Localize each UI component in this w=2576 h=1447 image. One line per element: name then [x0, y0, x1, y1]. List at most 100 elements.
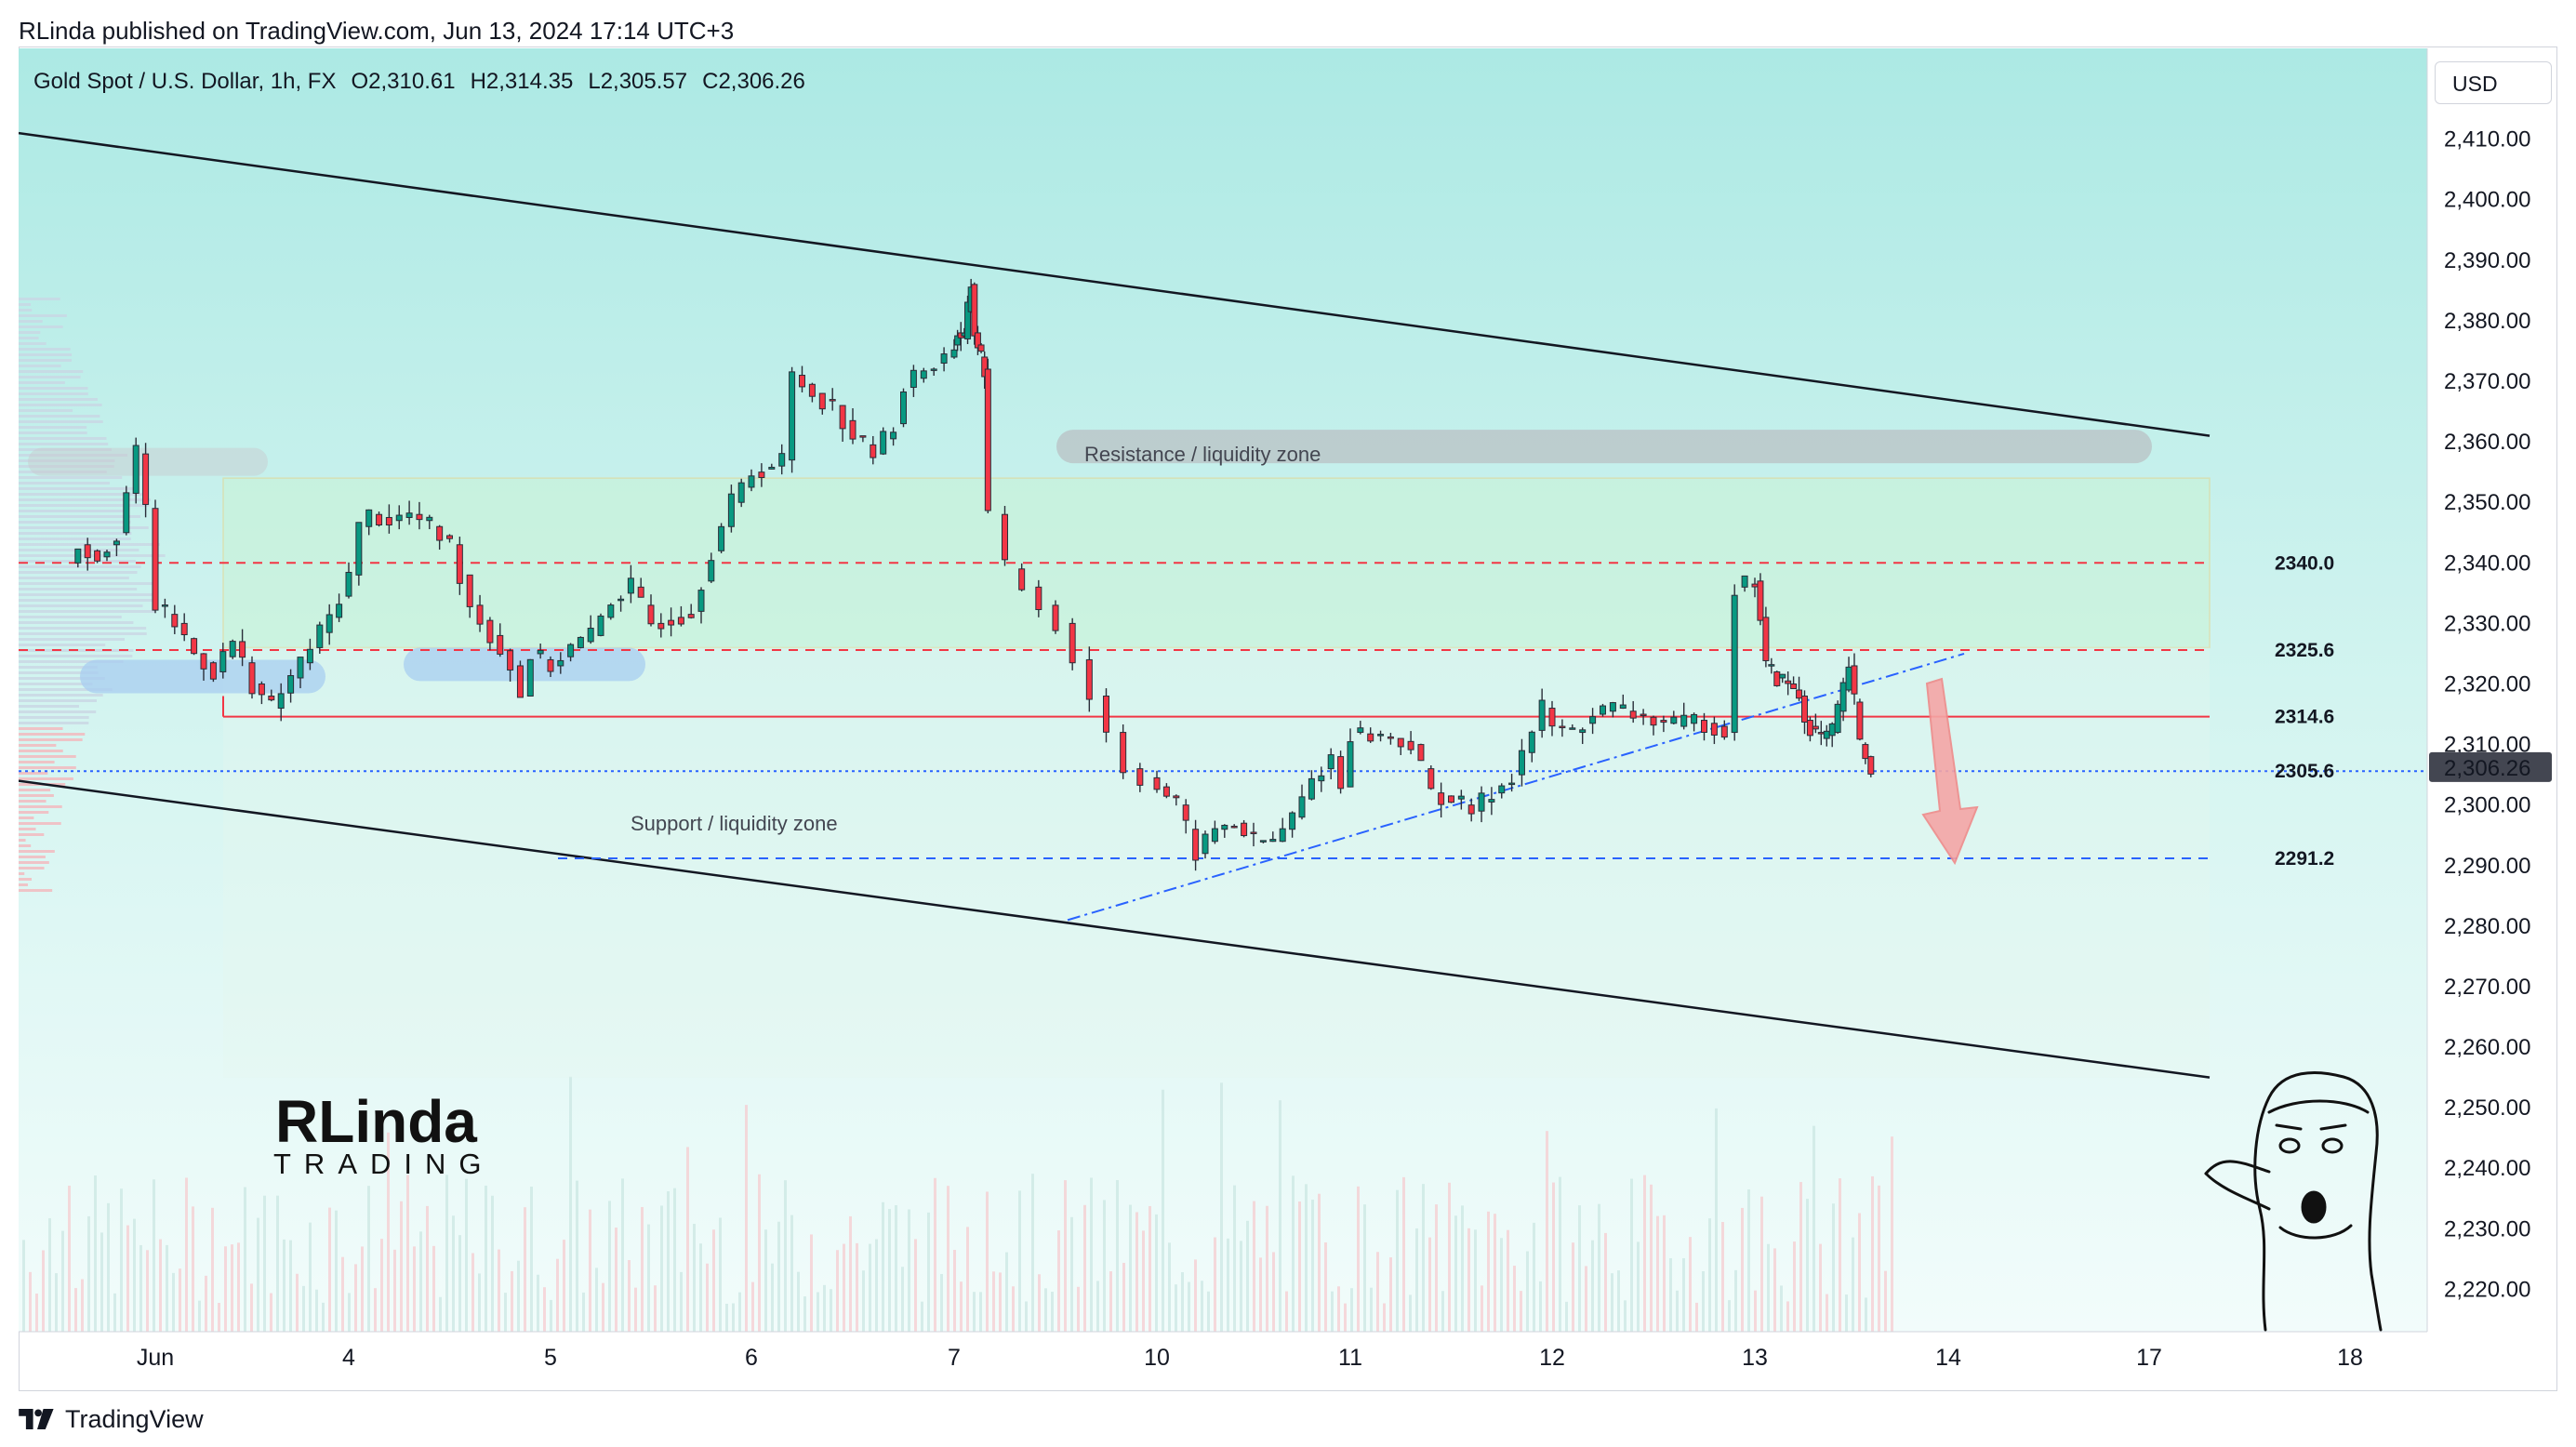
candle-body: [1318, 775, 1325, 782]
volume-bar: [74, 1288, 77, 1332]
volume-bar: [1858, 1213, 1861, 1332]
volume-bar: [1812, 1125, 1815, 1332]
volume-bar: [491, 1195, 494, 1332]
candle-body: [940, 353, 948, 364]
volume-bar: [817, 1292, 819, 1332]
volume-bar: [1057, 1230, 1060, 1332]
volume-bar: [1461, 1205, 1464, 1332]
price-axis[interactable]: 2,410.00 2,400.00 2,390.00 2,380.00 2,370.00…: [2426, 48, 2552, 1332]
volume-bar: [1422, 1184, 1425, 1332]
volume-bar: [517, 1260, 520, 1332]
candle-body: [1548, 708, 1556, 727]
volume-bar: [960, 1281, 963, 1332]
candle-body: [1347, 741, 1354, 788]
volume-bar: [537, 1274, 539, 1332]
volume-bar: [1389, 1257, 1392, 1332]
volume-bar: [1702, 1271, 1705, 1332]
volume-bar: [1259, 1257, 1262, 1332]
candle-body: [1768, 664, 1775, 667]
down-arrow-icon: [1921, 677, 1979, 866]
price-tick-label: 2,350.00: [2444, 490, 2530, 515]
volume-bar: [1669, 1258, 1672, 1332]
symbol-legend[interactable]: Gold Spot / U.S. Dollar, 1h, FX O2,310.61…: [33, 69, 820, 95]
volume-bar: [621, 1178, 624, 1332]
volume-bar: [1734, 1269, 1737, 1332]
volume-bar: [1546, 1131, 1548, 1332]
price-tick-label: 2,380.00: [2444, 309, 2530, 334]
ohlc-open: O2,310.61: [351, 69, 456, 94]
channel-lower-line: [19, 779, 2211, 1079]
volume-bar: [302, 1285, 305, 1332]
volume-bar: [485, 1185, 487, 1332]
profile-bar: [19, 577, 129, 579]
candle-body: [1629, 710, 1637, 719]
volume-bar: [1747, 1188, 1750, 1332]
volume-bar: [719, 1217, 722, 1332]
candle-body: [1701, 720, 1707, 734]
candle-body: [1173, 795, 1180, 799]
candle-body: [277, 693, 285, 710]
profile-bar: [19, 755, 76, 758]
tradingview-footer[interactable]: TradingView: [19, 1401, 204, 1438]
candle-body: [1327, 754, 1334, 770]
profile-bar: [19, 828, 36, 830]
candle-body: [436, 525, 444, 541]
candle-body: [1448, 795, 1454, 803]
last-price-tag: [2429, 751, 2552, 782]
candle-body: [248, 662, 256, 695]
profile-bar: [19, 325, 63, 328]
volume-bar: [335, 1210, 338, 1332]
volume-bar: [1155, 1214, 1158, 1332]
candle-body: [1609, 702, 1616, 712]
volume-bar: [634, 1287, 637, 1332]
volume-bar: [1415, 1228, 1418, 1332]
candle-body: [516, 665, 524, 698]
volume-bar: [146, 1250, 149, 1332]
profile-bar: [19, 722, 89, 724]
volume-bar: [641, 1206, 644, 1332]
candle-body: [1269, 839, 1277, 843]
time-axis[interactable]: Jun 4 5 6 7 10 11 12 13 14 17 18: [19, 1331, 2427, 1371]
volume-bar: [374, 1288, 377, 1332]
candle-body: [1619, 704, 1627, 710]
volume-bar: [1611, 1273, 1613, 1332]
volume-bar: [1272, 1252, 1275, 1332]
volume-bar: [1773, 1248, 1776, 1332]
candle-body: [974, 332, 981, 349]
volume-bar: [367, 1186, 370, 1332]
volume-bar: [1253, 1201, 1255, 1332]
symbol-name[interactable]: Gold Spot / U.S. Dollar, 1h, FX: [33, 69, 337, 94]
volume-bar: [1435, 1204, 1438, 1332]
volume-bar: [1741, 1207, 1744, 1332]
candle-body: [316, 624, 324, 648]
candle-body: [547, 658, 554, 672]
price-tick-label: 2,410.00: [2444, 127, 2530, 153]
volume-bar: [166, 1244, 168, 1332]
profile-bar: [19, 376, 81, 378]
volume-bar: [1214, 1237, 1216, 1332]
volume-bar: [1520, 1291, 1522, 1332]
drawing-lines: [19, 131, 2427, 1079]
volume-bar: [777, 1221, 780, 1332]
volume-bar: [1409, 1294, 1412, 1332]
candle-body: [1498, 785, 1506, 794]
volume-bar: [432, 1245, 435, 1332]
volume-bar: [602, 1282, 604, 1332]
time-tick-label: 4: [342, 1345, 355, 1371]
volume-bar: [921, 1301, 923, 1332]
volume-bar: [1220, 1082, 1223, 1332]
currency-button[interactable]: USD: [2435, 61, 2552, 104]
price-tick-label: 2,290.00: [2444, 854, 2530, 879]
candle-body: [476, 604, 484, 625]
candle-body: [839, 405, 846, 430]
volume-bar: [400, 1201, 403, 1332]
profile-bar: [19, 766, 76, 769]
profile-bar: [19, 878, 33, 881]
profile-bar: [19, 716, 89, 719]
profile-bar: [19, 816, 34, 819]
profile-bar: [19, 359, 73, 362]
volume-bar: [1799, 1182, 1802, 1332]
tradingview-brand: TradingView: [65, 1404, 204, 1433]
profile-bar: [19, 309, 33, 312]
